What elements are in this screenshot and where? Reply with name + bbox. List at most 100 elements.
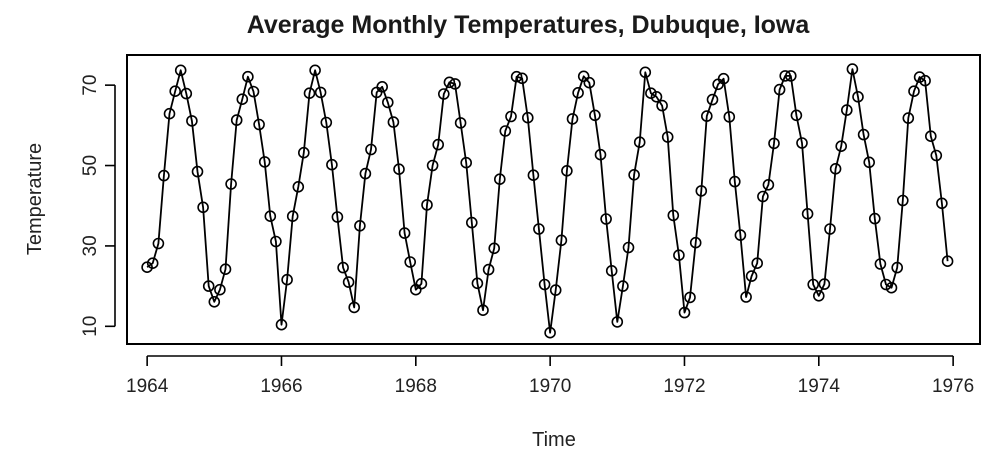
data-point (533, 223, 545, 235)
y-tick-label: 10 (80, 316, 101, 337)
data-point (617, 280, 629, 292)
data-point (544, 326, 556, 339)
data-point (751, 257, 764, 270)
y-tick-label: 30 (80, 235, 101, 256)
data-point (275, 318, 288, 331)
data-point (219, 263, 232, 276)
data-point (779, 70, 792, 82)
data-point (253, 118, 265, 131)
data-point (700, 110, 713, 122)
data-point (281, 273, 293, 286)
data-point (812, 289, 825, 302)
data-point (309, 64, 321, 77)
data-point (460, 156, 473, 169)
data-point (734, 229, 747, 241)
data-point (258, 156, 271, 168)
data-point (896, 194, 909, 207)
data-point (667, 209, 680, 222)
data-point (286, 210, 299, 222)
data-point (521, 111, 534, 124)
data-point (214, 283, 226, 296)
data-point (432, 138, 445, 151)
data-point (303, 87, 316, 99)
data-point (874, 258, 887, 270)
data-point (415, 277, 428, 290)
data-point (342, 276, 355, 288)
data-point (477, 304, 489, 317)
y-tick-label: 50 (80, 155, 101, 176)
x-tick-label: 1970 (529, 376, 571, 397)
data-point (387, 116, 400, 128)
x-tick-label: 1968 (395, 376, 437, 397)
data-point (499, 125, 512, 137)
chart-title: Average Monthly Temperatures, Dubuque, I… (247, 11, 811, 39)
data-point (516, 72, 528, 85)
data-point (561, 165, 573, 177)
data-point (757, 190, 769, 203)
data-point (628, 169, 640, 181)
data-point (354, 220, 366, 232)
data-point (924, 130, 937, 142)
data-point (359, 167, 372, 180)
data-point (242, 70, 254, 83)
data-point (493, 173, 506, 185)
data-point (264, 210, 277, 222)
data-point (297, 146, 310, 159)
data-point (605, 264, 618, 277)
data-point (639, 66, 652, 79)
data-point (773, 83, 786, 96)
temperature-series-line (146, 68, 949, 334)
data-point (146, 257, 159, 270)
data-point (555, 234, 568, 247)
x-tick-label: 1966 (260, 376, 302, 397)
data-point (454, 117, 467, 129)
data-point (661, 131, 674, 143)
data-point (449, 78, 461, 90)
data-point (527, 169, 540, 181)
data-point (169, 85, 181, 97)
data-point (202, 280, 215, 292)
data-point (488, 242, 501, 255)
data-point (174, 64, 187, 77)
x-tick-label: 1976 (932, 376, 974, 397)
data-point (292, 181, 305, 193)
data-point (745, 270, 758, 282)
data-point (594, 148, 607, 161)
y-tick-label: 70 (80, 75, 101, 96)
data-point (572, 87, 584, 99)
data-point (818, 278, 831, 290)
data-point (706, 93, 719, 106)
data-point (437, 88, 450, 100)
data-point (163, 107, 176, 120)
data-point (404, 256, 417, 268)
data-point (191, 165, 204, 178)
data-point (801, 208, 814, 220)
data-point (314, 86, 327, 99)
x-tick-label: 1964 (126, 376, 169, 397)
data-point (348, 301, 361, 314)
data-point (471, 277, 484, 290)
data-point (566, 113, 579, 125)
data-point (902, 112, 915, 124)
data-point (852, 91, 864, 103)
data-point (505, 110, 517, 123)
data-point (740, 291, 752, 303)
data-point (583, 76, 596, 89)
data-point (891, 261, 904, 274)
data-point (930, 149, 943, 162)
data-point (695, 185, 708, 197)
y-axis-label: Temperature (24, 143, 46, 255)
data-point (723, 111, 736, 123)
data-point (908, 85, 920, 97)
data-point (443, 76, 456, 89)
data-point (365, 143, 377, 156)
data-point (807, 278, 820, 291)
data-point (225, 178, 237, 190)
data-point (186, 115, 198, 127)
data-point (549, 284, 562, 296)
data-point (790, 109, 803, 122)
data-point (885, 281, 898, 294)
data-point (728, 175, 741, 188)
data-point (656, 99, 668, 112)
